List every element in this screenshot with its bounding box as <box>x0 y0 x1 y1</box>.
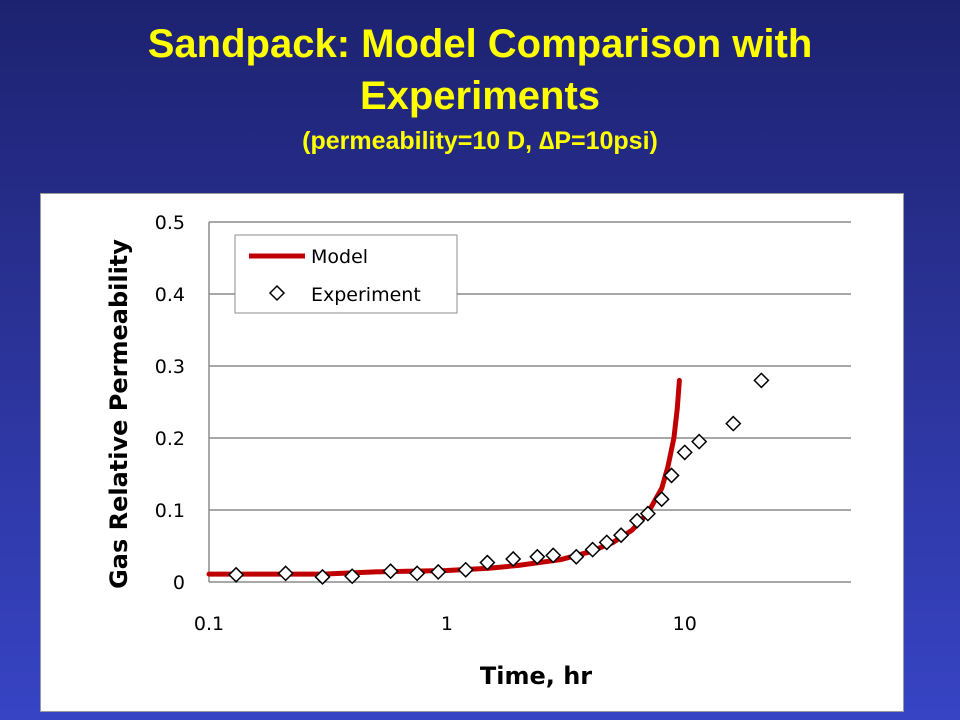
y-tick-labels: 0 0.1 0.2 0.3 0.4 0.5 <box>155 212 185 594</box>
y-tick-label-4: 0.4 <box>155 284 185 306</box>
x-tick-labels: 0.1 1 10 <box>194 613 697 635</box>
experiment-point <box>691 433 708 450</box>
slide-subtitle: (permeability=10 D, ∆P=10psi) <box>302 127 658 155</box>
experiment-series <box>228 372 770 586</box>
experiment-point <box>228 566 245 583</box>
slide-title-line-1: Sandpack: Model Comparison with <box>147 22 813 66</box>
x-tick-label-2: 10 <box>673 613 697 635</box>
experiment-point <box>653 491 670 508</box>
y-tick-label-0: 0 <box>173 572 185 594</box>
experiment-point <box>344 568 361 585</box>
y-tick-label-3: 0.3 <box>155 356 185 378</box>
y-axis-title: Gas Relative Permeability <box>105 239 133 589</box>
legend-model-label: Model <box>311 246 368 268</box>
experiment-point <box>409 565 426 582</box>
y-tick-label-5: 0.5 <box>155 212 185 234</box>
model-line <box>206 377 682 577</box>
experiment-point <box>314 568 331 586</box>
model-series <box>206 377 682 577</box>
experiment-point <box>584 541 601 558</box>
experiment-point <box>277 565 294 582</box>
experiment-point <box>505 550 522 568</box>
experiment-point <box>663 467 680 484</box>
legend-box <box>234 234 458 314</box>
axes <box>208 222 851 583</box>
slide-title-block: Sandpack: Model Comparison with Experime… <box>0 18 960 158</box>
x-tick-label-1: 1 <box>441 613 453 635</box>
experiment-point <box>598 534 615 551</box>
experiment-point <box>382 563 399 580</box>
chart-panel: 0 0.1 0.2 0.3 0.4 0.5 0.1 1 10 Time, hr Gas Rel… <box>40 193 904 712</box>
experiment-point <box>529 548 546 565</box>
experiment-point <box>639 505 656 522</box>
legend-experiment-marker <box>268 284 286 302</box>
experiment-point <box>457 561 474 578</box>
legend-experiment-label: Experiment <box>311 284 421 306</box>
experiment-point <box>613 527 630 544</box>
experiment-point <box>676 444 693 461</box>
y-tick-label-2: 0.2 <box>155 428 185 450</box>
legend: Model Experiment <box>234 234 458 314</box>
experiment-point <box>545 547 562 564</box>
experiment-point <box>725 415 742 432</box>
chart-svg: 0 0.1 0.2 0.3 0.4 0.5 0.1 1 10 Time, hr Gas Rel… <box>105 212 851 690</box>
experiment-point <box>568 548 585 565</box>
slide-title-line-2: Experiments <box>359 74 601 118</box>
x-tick-label-0: 0.1 <box>194 613 224 635</box>
x-axis-title: Time, hr <box>480 662 592 690</box>
experiment-point <box>430 563 447 580</box>
experiment-point <box>628 512 646 529</box>
y-tick-label-1: 0.1 <box>155 500 185 522</box>
experiment-point <box>753 372 770 389</box>
experiment-point <box>479 554 496 571</box>
